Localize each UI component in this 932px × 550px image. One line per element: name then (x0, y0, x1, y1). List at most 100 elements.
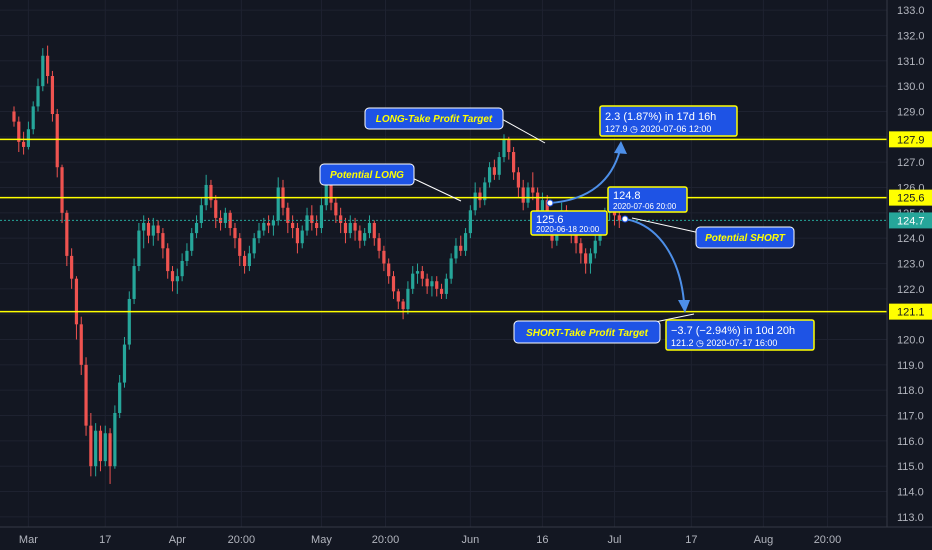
candle (194, 215, 199, 239)
price-tick-label: 113.0 (897, 512, 924, 524)
candle-body (425, 278, 429, 287)
level-price-label: 121.1 (889, 303, 932, 320)
candle (84, 357, 88, 436)
candle (151, 217, 155, 246)
candle-body (295, 228, 300, 244)
level-price-label-bg (889, 303, 932, 320)
time-tick-label: 16 (536, 534, 548, 546)
price-axis[interactable] (887, 0, 932, 550)
short-measure-line1: −3.7 (−2.94%) in 10d 20h (671, 325, 795, 337)
candle (94, 423, 98, 477)
candle-body (492, 167, 496, 175)
candle-body (478, 192, 482, 201)
candle-body (430, 281, 434, 287)
candle-body (536, 192, 540, 213)
long-projection-arrow (549, 141, 627, 204)
short-tp-callout-text: SHORT-Take Profit Target (526, 328, 649, 339)
candle-body (396, 291, 400, 302)
candle-body (406, 288, 410, 310)
candle-body (310, 215, 314, 223)
point-b-price: 124.8 (613, 190, 641, 202)
long-anchor-point[interactable] (546, 199, 554, 207)
price-tick-label: 120.0 (897, 335, 925, 347)
candle-body (214, 200, 218, 218)
candle (382, 245, 386, 272)
short-measure-box[interactable]: −3.7 (−2.94%) in 10d 20h 121.2 ◷ 2020-07… (665, 319, 815, 351)
candle (358, 225, 362, 249)
point-a-price: 125.6 (536, 214, 564, 226)
candle-body (257, 230, 261, 239)
short-projection-arrow (624, 218, 690, 313)
candle (454, 238, 458, 264)
candle (473, 182, 477, 216)
candle (444, 273, 448, 299)
candle-body (291, 222, 295, 229)
candle (516, 167, 521, 198)
candle-body (190, 233, 194, 251)
time-tick-label: Mar (19, 534, 38, 546)
candle (209, 179, 213, 208)
candle (228, 210, 232, 236)
price-tick-label: 116.0 (897, 436, 924, 448)
candle (214, 195, 218, 229)
long-tp-callout[interactable]: LONG-Take Profit Target (364, 107, 546, 144)
time-tick-label: Jul (607, 534, 621, 546)
candle-body (180, 260, 184, 277)
candle (79, 316, 83, 375)
candle-body (411, 273, 415, 289)
candle-body (334, 202, 338, 216)
point-b-box[interactable]: 124.8 2020-07-06 20:00 (607, 186, 688, 213)
candle (310, 205, 314, 231)
candle-body (89, 425, 93, 467)
candle-body (343, 222, 348, 234)
candle (435, 276, 439, 297)
candle (507, 136, 511, 160)
candle-body (175, 276, 179, 282)
potential-long-callout[interactable]: Potential LONG (319, 163, 462, 202)
candle (204, 174, 208, 211)
candle (65, 210, 69, 267)
candle-body (435, 281, 439, 289)
candle (98, 425, 103, 472)
candle (415, 263, 420, 284)
candle (89, 412, 93, 477)
long-measure-line1: 2.3 (1.87%) in 17d 16h (605, 111, 716, 123)
short-measure-line2: 121.2 ◷ 2020-07-17 16:00 (671, 338, 777, 348)
candle-body (146, 222, 151, 236)
level-price-label-bg (889, 131, 932, 148)
candle (233, 222, 237, 249)
potential-short-callout[interactable]: Potential SHORT (631, 217, 795, 249)
candle (521, 179, 525, 211)
candle (353, 217, 357, 241)
candle-body (70, 255, 74, 279)
candle (50, 70, 55, 122)
candle-body (459, 245, 463, 251)
candle (238, 233, 242, 267)
candle (46, 45, 50, 84)
candle (137, 222, 141, 272)
candle-body (286, 207, 290, 223)
candle (180, 253, 184, 282)
candle-body (507, 139, 511, 153)
candle (252, 233, 256, 259)
long-measure-box[interactable]: 2.3 (1.87%) in 17d 16h 127.9 ◷ 2020-07-0… (599, 105, 738, 137)
candle (31, 101, 35, 135)
short-anchor-point[interactable] (621, 215, 629, 223)
candle-body (127, 298, 131, 345)
price-tick-label: 118.0 (897, 385, 924, 397)
point-a-box[interactable]: 125.6 2020-06-18 20:00 (530, 210, 608, 236)
price-tick-label: 124.0 (897, 233, 925, 245)
short-tp-callout[interactable]: SHORT-Take Profit Target (513, 313, 695, 344)
candle (242, 250, 247, 274)
candle-body (367, 222, 372, 234)
time-axis[interactable] (0, 527, 932, 550)
time-tick-label: 17 (685, 534, 697, 546)
price-tick-label: 123.0 (897, 259, 925, 271)
candles (12, 45, 621, 484)
candle-body (12, 111, 16, 122)
candle-body (151, 225, 155, 236)
candle-body (161, 233, 165, 249)
candle (41, 48, 45, 92)
